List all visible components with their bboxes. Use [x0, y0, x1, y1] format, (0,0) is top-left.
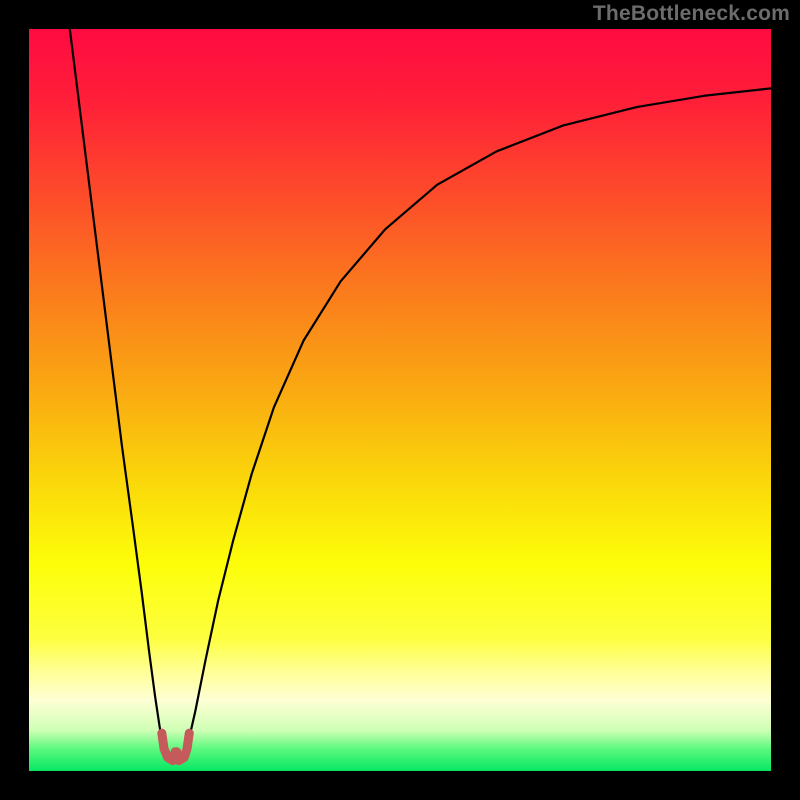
plot-svg [29, 29, 771, 771]
plot-background [29, 29, 771, 771]
plot-area [29, 29, 771, 771]
chart-frame: TheBottleneck.com [0, 0, 800, 800]
watermark-text: TheBottleneck.com [593, 2, 790, 26]
